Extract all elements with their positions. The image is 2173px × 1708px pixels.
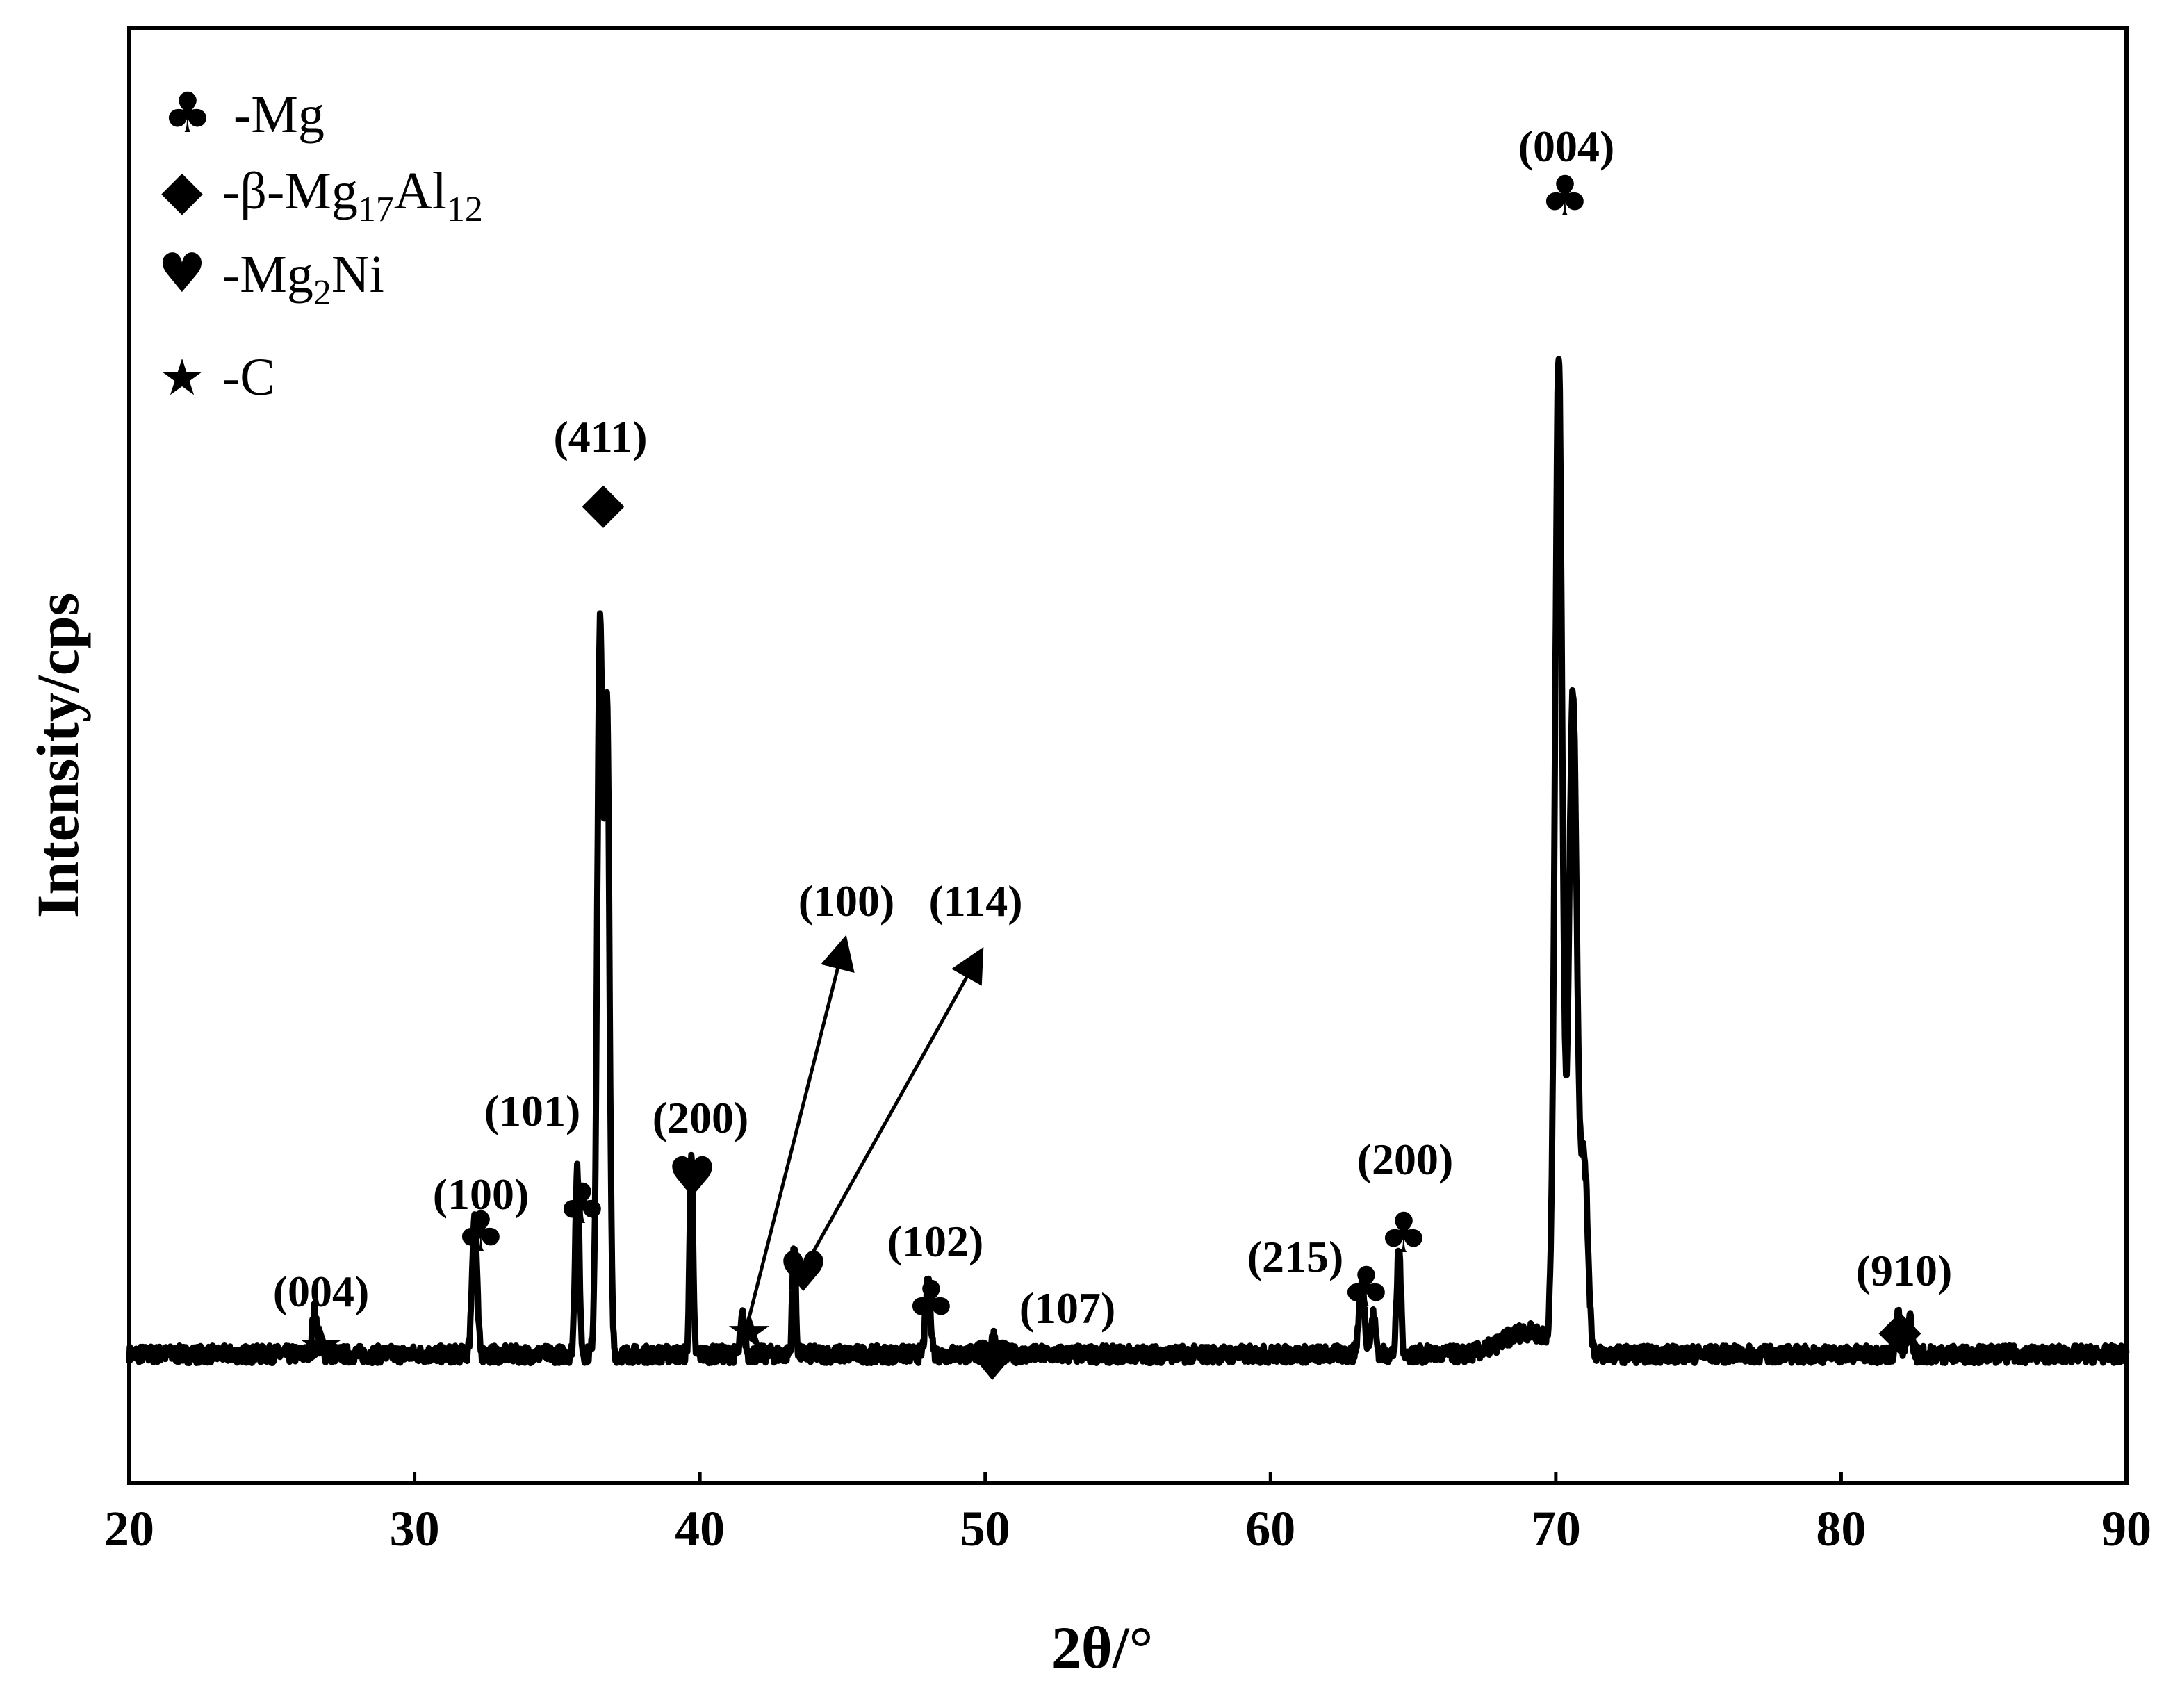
x-tick-label: 60 bbox=[1245, 1501, 1295, 1557]
peak-marker-star-icon: ★ bbox=[297, 1314, 345, 1376]
peak-label-910-beta: (910) bbox=[1856, 1246, 1953, 1295]
peak-marker-club-icon: ♣ bbox=[1379, 1201, 1429, 1265]
peak-marker-star-icon: ★ bbox=[725, 1300, 773, 1362]
y-axis-title: Intensity/cps bbox=[24, 593, 91, 918]
peak-label-200-mg: (200) bbox=[1357, 1135, 1454, 1184]
peak-label-100-mg: (100) bbox=[433, 1169, 530, 1219]
peak-marker-heart-icon: ♥ bbox=[967, 1329, 1017, 1393]
x-tick-label: 20 bbox=[104, 1501, 154, 1557]
peak-marker-club-icon: ♣ bbox=[1540, 164, 1590, 229]
legend-label-beta-mg: -β-Mg bbox=[222, 162, 358, 220]
annotation-arrow bbox=[744, 935, 855, 1329]
peak-marker-diamond-icon: ◆ bbox=[582, 470, 625, 534]
x-tick-label: 80 bbox=[1816, 1501, 1866, 1557]
legend-label-mg2ni: -Mg2Ni bbox=[222, 245, 384, 313]
x-tick-label: 40 bbox=[675, 1501, 725, 1557]
peak-label-004-carbon: (004) bbox=[273, 1267, 370, 1316]
x-tick-label: 90 bbox=[2101, 1501, 2151, 1557]
peak-marker-diamond-icon: ◆ bbox=[1878, 1297, 1921, 1361]
annotation-arrow bbox=[804, 946, 984, 1266]
peak-label-101-mg: (101) bbox=[484, 1086, 581, 1135]
peak-marker-club-icon: ♣ bbox=[557, 1172, 607, 1236]
x-tick-label: 70 bbox=[1531, 1501, 1581, 1557]
peak-label-215-mg: (215) bbox=[1247, 1232, 1344, 1281]
legend-label-ni: Ni bbox=[331, 245, 384, 304]
heart-icon: ♥ bbox=[158, 243, 206, 305]
x-axis-title: 2θ/° bbox=[1051, 1614, 1153, 1681]
peak-annotations: ★ (004) ♣ (100) ♣ (101) ◆ (411) ♥ (200) … bbox=[273, 122, 1953, 1393]
x-tick-label: 30 bbox=[390, 1501, 440, 1557]
peak-label-114-mg2ni: (114) bbox=[928, 876, 1022, 926]
legend-entry-beta-mg17al12: ◆ -β-Mg17Al12 bbox=[161, 159, 483, 229]
x-tick-label: 50 bbox=[960, 1501, 1010, 1557]
legend-sub-17: 17 bbox=[358, 190, 394, 229]
star-icon: ★ bbox=[160, 348, 205, 407]
legend-label-mg: -Mg bbox=[233, 85, 325, 144]
legend-label-c: -C bbox=[222, 348, 275, 407]
legend-label-mg-part: -Mg bbox=[222, 245, 313, 304]
plot-frame bbox=[127, 26, 2129, 1485]
legend-label-al: Al bbox=[394, 162, 447, 220]
peak-label-411-beta: (411) bbox=[553, 412, 647, 461]
x-axis-ticks: 20 30 40 50 60 70 80 90 bbox=[104, 1472, 2151, 1557]
peak-marker-club-icon: ♣ bbox=[906, 1269, 956, 1333]
club-icon: ♣ bbox=[163, 81, 213, 145]
legend-entry-c: ★ -C bbox=[160, 348, 275, 407]
legend-sub-2: 2 bbox=[313, 273, 331, 313]
peak-label-100-carbon: (100) bbox=[798, 876, 895, 926]
peak-label-004-mg: (004) bbox=[1518, 122, 1615, 171]
legend-entry-mg: ♣ -Mg bbox=[163, 81, 325, 145]
legend-entry-mg2ni: ♥ -Mg2Ni bbox=[158, 243, 384, 313]
peak-label-102-mg: (102) bbox=[887, 1217, 984, 1266]
peak-label-200-mg2ni: (200) bbox=[653, 1093, 749, 1142]
peak-marker-club-icon: ♣ bbox=[456, 1199, 506, 1264]
peak-marker-heart-icon: ♥ bbox=[778, 1240, 828, 1304]
legend: ♣ -Mg ◆ -β-Mg17Al12 ♥ -Mg2Ni ★ -C bbox=[158, 81, 483, 407]
peak-marker-heart-icon: ♥ bbox=[667, 1145, 717, 1210]
legend-sub-12: 12 bbox=[447, 190, 483, 229]
peak-label-107-mg2ni: (107) bbox=[1019, 1283, 1116, 1333]
xrd-pattern-line bbox=[126, 356, 2130, 1367]
diamond-icon: ◆ bbox=[161, 159, 203, 222]
legend-label-beta-mg17al12: -β-Mg17Al12 bbox=[222, 162, 483, 229]
peak-marker-club-icon: ♣ bbox=[1341, 1255, 1391, 1320]
